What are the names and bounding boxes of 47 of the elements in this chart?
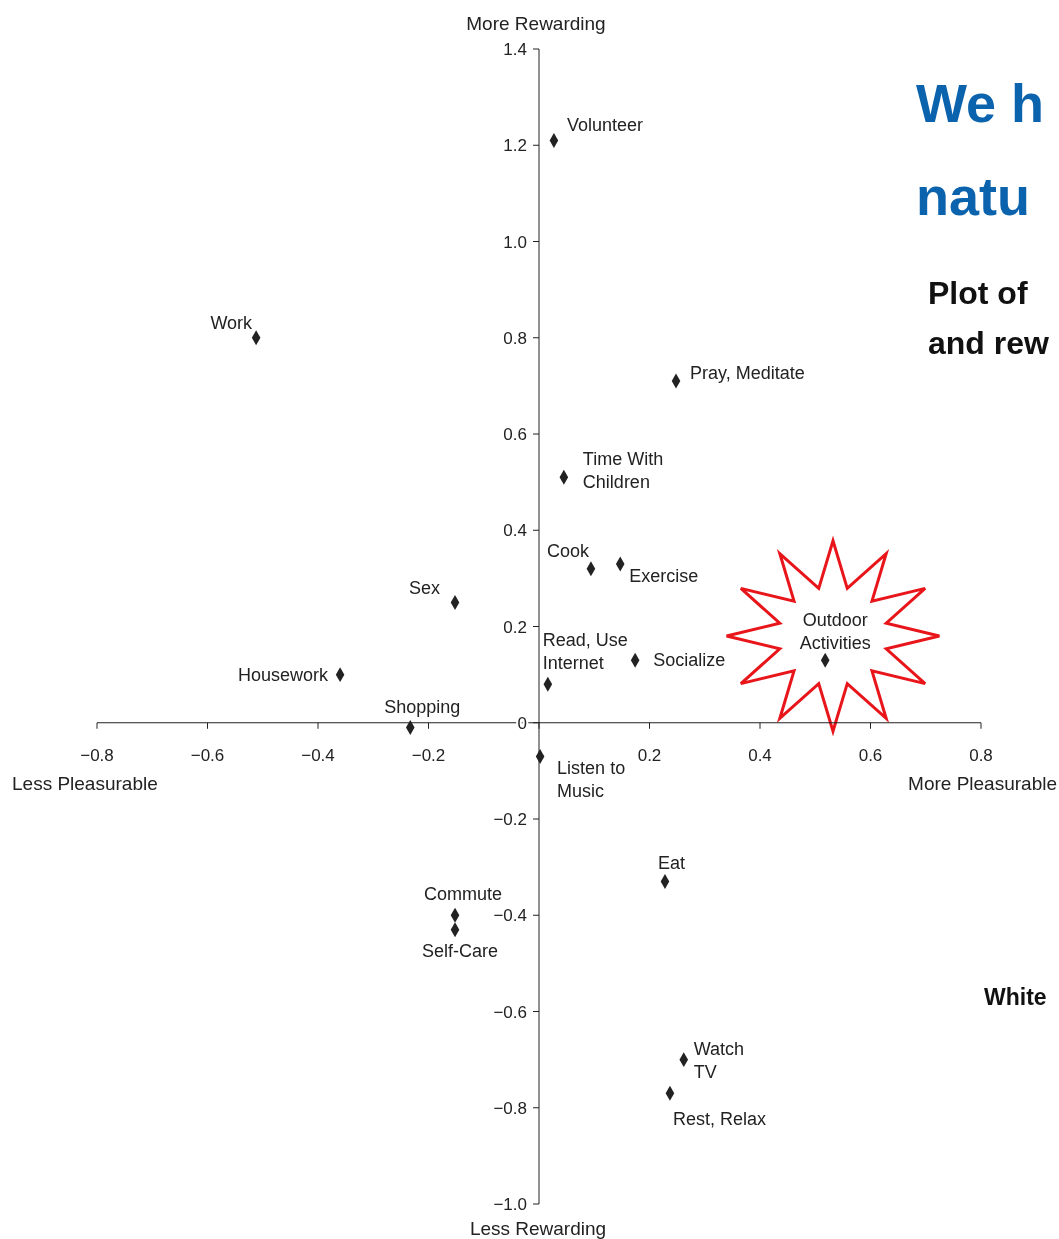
annotation: natu [916,166,1030,226]
y-tick-label: 1.2 [503,136,527,156]
y-tick-label: 0.8 [503,328,527,348]
y-tick-label: −0.6 [493,1002,527,1022]
y-tick-label: −0.8 [493,1098,527,1118]
annotation: Rest, Relax [672,1109,766,1130]
annotation: Commute [424,884,503,905]
y-tick-label: 0.2 [503,617,527,637]
y-tick-label: 1.0 [503,232,527,252]
x-tick-label: 0.4 [748,745,772,765]
y-tick-label: −1.0 [493,1195,527,1214]
annotation: Sex [408,578,441,599]
annotation: Read, Use Internet [542,630,628,674]
annotation: Shopping [384,696,461,717]
annotation: Self-Care [422,940,499,961]
annotation: Pray, Meditate [690,363,805,384]
y-tick-label: −0.2 [493,810,527,829]
x-tick-label: −0.2 [411,745,446,765]
annotation: Exercise [629,565,699,586]
x-tick-label: −0.6 [190,745,225,765]
y-tick-label: 0.6 [503,425,527,444]
x-axis-title: More Pleasurable [908,773,1057,794]
annotation: Cook [546,540,590,561]
annotation: Socialize [653,650,726,671]
annotation: Listen to Music [557,758,626,802]
y-tick-label: 1.4 [503,40,527,59]
annotation: Less Pleasurable [12,773,158,794]
annotation: Eat [657,852,685,873]
y-tick-label: 0.4 [503,521,527,541]
x-tick-label: 0.6 [858,745,883,765]
annotation: Watch TV [693,1038,745,1082]
text: Less Rewarding [469,1218,607,1239]
annotation: Work [210,312,254,333]
annotation: Outdoor Activities [799,610,871,654]
annotation: Volunteer [566,115,643,136]
y-tick-label: −0.4 [493,906,527,926]
annotation: Plot of [928,275,1028,311]
x-tick-label: 0.2 [637,745,662,765]
text: White [984,984,1047,1010]
x-tick-label: 0.8 [969,745,993,765]
chart-title: We h [916,73,1045,133]
annotation: Housework [238,664,330,685]
x-tick-label: −0.4 [301,745,335,765]
annotation: Time With Children [582,449,664,493]
annotation: and rew [928,325,1050,361]
y-axis-title: More Rewarding [466,13,606,34]
x-tick-label: −0.8 [80,745,114,765]
